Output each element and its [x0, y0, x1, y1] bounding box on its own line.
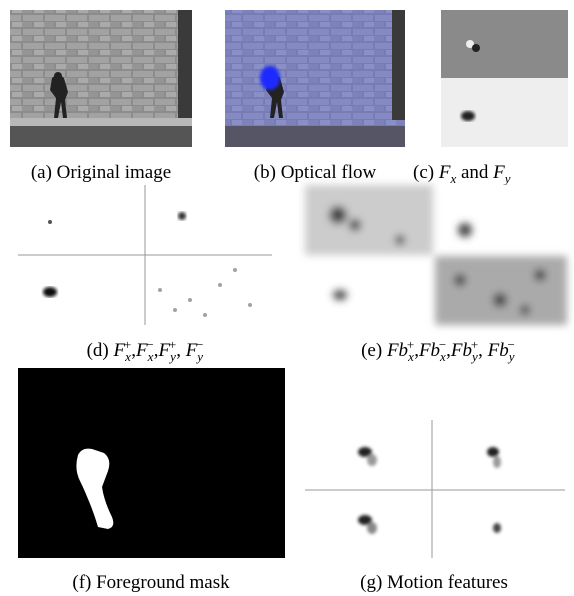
caption-part: +: [169, 337, 176, 352]
caption-part: −: [196, 337, 203, 352]
caption-part: (c): [413, 162, 439, 183]
caption-part: +: [407, 337, 414, 352]
caption: (g) Motion features: [360, 572, 508, 593]
caption-part: y: [503, 171, 511, 186]
caption-part: +: [471, 337, 478, 352]
optical-flow-image: [225, 10, 405, 147]
caption: (d) Fx+,Fx−,Fy+, Fy−: [87, 337, 204, 364]
caption-part: −: [508, 337, 515, 352]
caption-part: Fb: [450, 340, 472, 361]
original-image: [10, 10, 192, 147]
caption-part: −: [439, 337, 446, 352]
caption-part: (d): [87, 340, 114, 361]
caption: (b) Optical flow: [254, 162, 377, 183]
caption: (c) Fx and Fy: [413, 162, 511, 186]
caption: (e) Fbx+,Fbx−,Fby+, Fby−: [361, 337, 515, 364]
caption-part: (e): [361, 340, 387, 361]
caption-part: +: [124, 337, 131, 352]
foreground-mask-image: [18, 368, 285, 558]
caption-part: ,: [478, 340, 488, 361]
blurred-flow-image: [305, 185, 567, 325]
split-flow-image: [18, 185, 272, 325]
caption-part: and: [456, 162, 493, 183]
caption-part: Fb: [418, 340, 440, 361]
caption: (f) Foreground mask: [72, 572, 230, 593]
caption: (a) Original image: [31, 162, 171, 183]
fx-fy-image: [441, 10, 568, 147]
figure: (a) Original image (b) Optical flow (c) …: [0, 0, 574, 596]
motion-features-image: [305, 368, 565, 558]
caption-part: F: [492, 162, 505, 183]
caption-part: Fb: [487, 340, 509, 361]
caption-part: −: [146, 337, 153, 352]
caption-part: Fb: [386, 340, 408, 361]
caption-part: ,: [176, 340, 186, 361]
caption-part: F: [438, 162, 451, 183]
